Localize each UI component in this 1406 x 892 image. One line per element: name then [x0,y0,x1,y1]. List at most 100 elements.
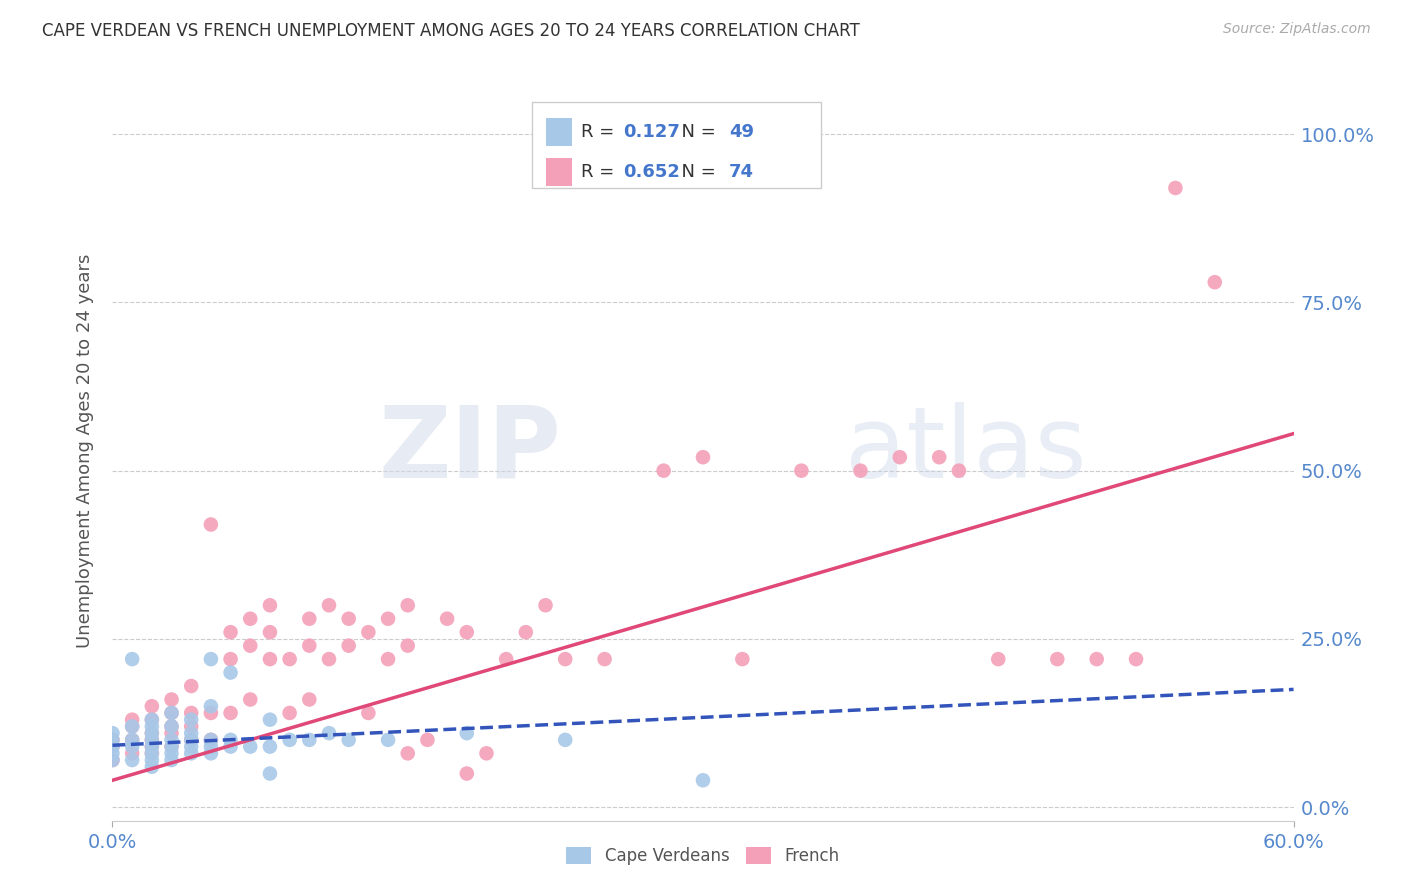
Text: 49: 49 [728,123,754,141]
Point [731,652,754,666]
Point [160,719,183,733]
Point [101,726,124,740]
Point [278,652,301,666]
Point [141,753,163,767]
Point [337,732,360,747]
Point [456,726,478,740]
Text: 74: 74 [728,163,754,181]
Text: R =: R = [581,163,620,181]
Point [495,652,517,666]
Point [259,713,281,727]
Point [200,517,222,532]
Point [416,732,439,747]
Point [515,625,537,640]
Point [219,652,242,666]
Point [200,739,222,754]
Point [278,706,301,720]
Point [337,612,360,626]
Point [200,732,222,747]
Point [692,773,714,788]
Point [456,625,478,640]
Point [160,719,183,733]
Point [141,726,163,740]
Point [298,692,321,706]
Point [160,692,183,706]
Point [554,652,576,666]
Point [377,732,399,747]
Point [101,732,124,747]
Point [219,706,242,720]
Point [180,732,202,747]
Point [456,766,478,780]
Point [849,464,872,478]
Point [396,639,419,653]
Point [928,450,950,465]
Point [239,639,262,653]
Point [121,732,143,747]
Point [219,739,242,754]
Text: 0.127: 0.127 [623,123,679,141]
Point [1046,652,1069,666]
Point [180,706,202,720]
Point [357,625,380,640]
Text: N =: N = [669,123,721,141]
Point [141,719,163,733]
Point [180,726,202,740]
Text: Source: ZipAtlas.com: Source: ZipAtlas.com [1223,22,1371,37]
Point [1085,652,1108,666]
Point [554,732,576,747]
Point [180,719,202,733]
Point [377,612,399,626]
Point [101,753,124,767]
Point [259,625,281,640]
Point [889,450,911,465]
Point [377,652,399,666]
Point [160,732,183,747]
Point [1125,652,1147,666]
Point [101,739,124,754]
Text: ZIP: ZIP [378,402,561,499]
Point [121,719,143,733]
Legend: Cape Verdeans, French: Cape Verdeans, French [560,840,846,871]
Point [141,726,163,740]
Point [121,739,143,754]
Point [948,464,970,478]
Point [141,747,163,761]
Point [200,706,222,720]
Point [318,726,340,740]
Point [160,726,183,740]
Point [160,739,183,754]
Point [160,753,183,767]
Point [259,766,281,780]
Point [259,739,281,754]
Point [259,652,281,666]
Point [593,652,616,666]
Point [141,713,163,727]
Text: R =: R = [581,123,620,141]
Point [298,732,321,747]
Point [141,739,163,754]
Point [692,450,714,465]
Point [790,464,813,478]
Point [396,599,419,613]
Point [160,747,183,761]
Point [121,753,143,767]
Point [141,739,163,754]
Point [200,652,222,666]
Point [121,713,143,727]
Point [101,753,124,767]
Point [141,732,163,747]
Point [259,599,281,613]
Text: 0.652: 0.652 [623,163,679,181]
Point [337,639,360,653]
FancyBboxPatch shape [531,103,821,187]
Text: CAPE VERDEAN VS FRENCH UNEMPLOYMENT AMONG AGES 20 TO 24 YEARS CORRELATION CHART: CAPE VERDEAN VS FRENCH UNEMPLOYMENT AMON… [42,22,860,40]
Text: atlas: atlas [845,402,1087,499]
Point [180,732,202,747]
Point [1204,275,1226,289]
Point [436,612,458,626]
Point [180,747,202,761]
Point [318,652,340,666]
Point [101,747,124,761]
Point [219,732,242,747]
